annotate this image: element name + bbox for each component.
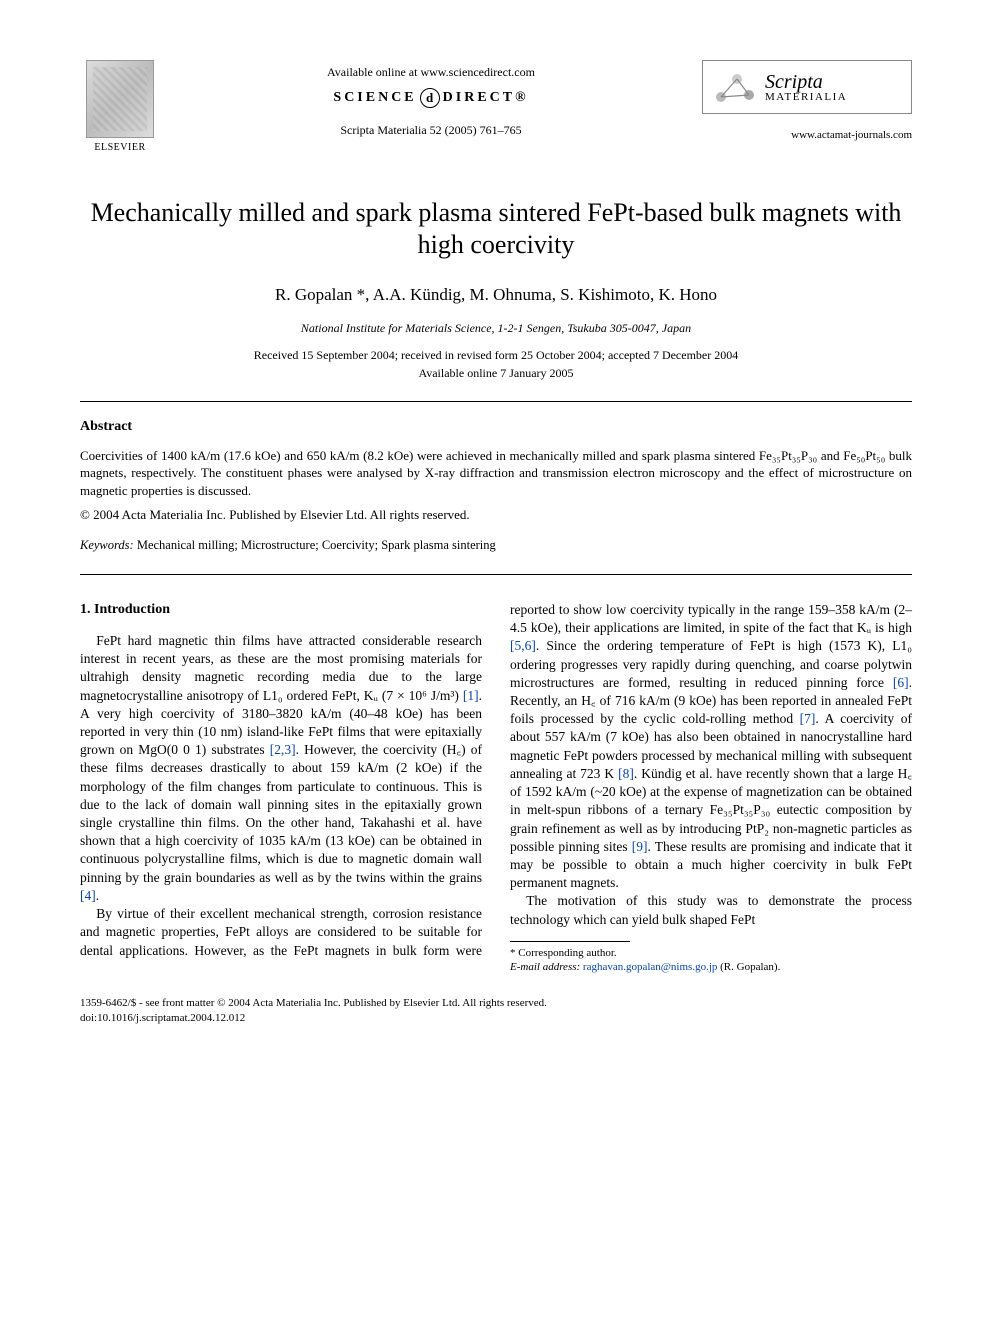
p1-text-c: . However, the coercivity (H꜀) of these …: [80, 742, 482, 885]
ref-link-6[interactable]: [6]: [893, 675, 909, 690]
footer-copyright: 1359-6462/$ - see front matter © 2004 Ac…: [80, 996, 912, 1010]
footer-doi: doi:10.1016/j.scriptamat.2004.12.012: [80, 1011, 912, 1025]
footnote-corresponding: * Corresponding author.: [510, 946, 912, 960]
affiliation: National Institute for Materials Science…: [80, 320, 912, 336]
elsevier-logo-icon: [86, 60, 154, 138]
journal-logo-box: Scripta MATERIALIA: [702, 60, 912, 114]
footnote-email-line: E-mail address: raghavan.gopalan@nims.go…: [510, 960, 912, 974]
ref-link-2-3[interactable]: [2,3]: [270, 742, 296, 757]
journal-name-sub: MATERIALIA: [765, 92, 847, 103]
sd-right: DIRECT®: [443, 90, 529, 105]
ref-link-9[interactable]: [9]: [632, 839, 648, 854]
sd-left: SCIENCE: [333, 90, 416, 105]
ref-link-1[interactable]: [1]: [463, 688, 479, 703]
p1-text-d: .: [96, 888, 99, 903]
journal-name-main: Scripta: [765, 72, 847, 92]
section-heading-intro: 1. Introduction: [80, 601, 482, 620]
journal-reference: Scripta Materialia 52 (2005) 761–765: [160, 122, 702, 138]
article-title: Mechanically milled and spark plasma sin…: [80, 197, 912, 262]
divider-rule: [80, 401, 912, 402]
abstract-heading: Abstract: [80, 418, 912, 437]
header-center: Available online at www.sciencedirect.co…: [160, 60, 702, 138]
paragraph-1: FePt hard magnetic thin films have attra…: [80, 632, 482, 905]
ref-link-5-6[interactable]: [5,6]: [510, 638, 536, 653]
keywords-list: Mechanical milling; Microstructure; Coer…: [137, 538, 496, 552]
dates-online: Available online 7 January 2005: [80, 365, 912, 381]
publisher-name: ELSEVIER: [80, 141, 160, 155]
keywords-line: Keywords: Mechanical milling; Microstruc…: [80, 537, 912, 554]
body-columns: 1. Introduction FePt hard magnetic thin …: [80, 601, 912, 975]
dates-received: Received 15 September 2004; received in …: [80, 347, 912, 363]
paragraph-3: The motivation of this study was to demo…: [510, 892, 912, 928]
available-online-text: Available online at www.sciencedirect.co…: [160, 64, 702, 80]
journal-name: Scripta MATERIALIA: [765, 72, 847, 103]
p1-text-a: FePt hard magnetic thin films have attra…: [80, 633, 482, 703]
ref-link-7[interactable]: [7]: [800, 711, 816, 726]
ref-link-8[interactable]: [8]: [618, 766, 634, 781]
at-icon: d: [420, 88, 440, 108]
journal-graphic-icon: [711, 67, 759, 107]
ref-link-4[interactable]: [4]: [80, 888, 96, 903]
journal-block: Scripta MATERIALIA www.actamat-journals.…: [702, 60, 912, 143]
sciencedirect-logo: SCIENCE dDIRECT®: [160, 88, 702, 108]
abstract-text: Coercivities of 1400 kA/m (17.6 kOe) and…: [80, 447, 912, 500]
footnote-block: * Corresponding author. E-mail address: …: [510, 941, 912, 975]
corresponding-email-link[interactable]: raghavan.gopalan@nims.go.jp: [583, 961, 717, 973]
author-list: R. Gopalan *, A.A. Kündig, M. Ohnuma, S.…: [80, 284, 912, 307]
footnote-email-label: E-mail address:: [510, 961, 580, 973]
footnote-rule: [510, 941, 630, 942]
divider-rule-2: [80, 574, 912, 575]
abstract-copyright: © 2004 Acta Materialia Inc. Published by…: [80, 506, 912, 524]
page-header: ELSEVIER Available online at www.science…: [80, 60, 912, 155]
footnote-email-who: (R. Gopalan).: [720, 961, 780, 973]
page-footer: 1359-6462/$ - see front matter © 2004 Ac…: [80, 996, 912, 1025]
journal-url: www.actamat-journals.com: [702, 128, 912, 143]
keywords-label: Keywords:: [80, 538, 134, 552]
p2-text-b: . Since the ordering temperature of FePt…: [510, 638, 912, 689]
publisher-block: ELSEVIER: [80, 60, 160, 155]
